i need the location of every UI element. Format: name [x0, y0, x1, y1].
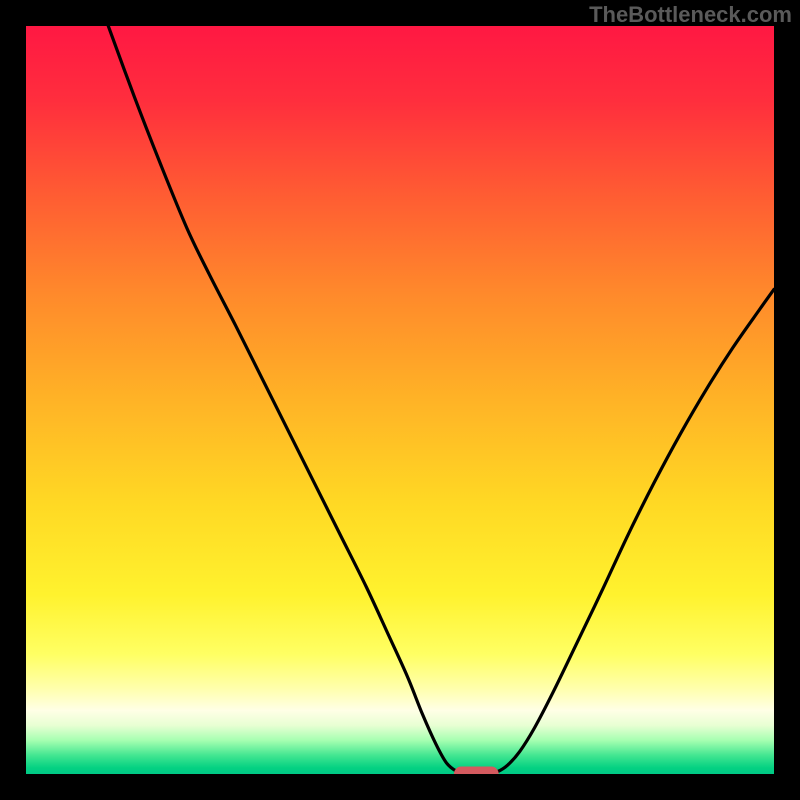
watermark-text: TheBottleneck.com — [589, 2, 792, 28]
plot-area — [26, 26, 774, 774]
chart-frame: TheBottleneck.com — [0, 0, 800, 800]
chart-svg — [26, 26, 774, 774]
optimum-marker — [454, 767, 499, 774]
